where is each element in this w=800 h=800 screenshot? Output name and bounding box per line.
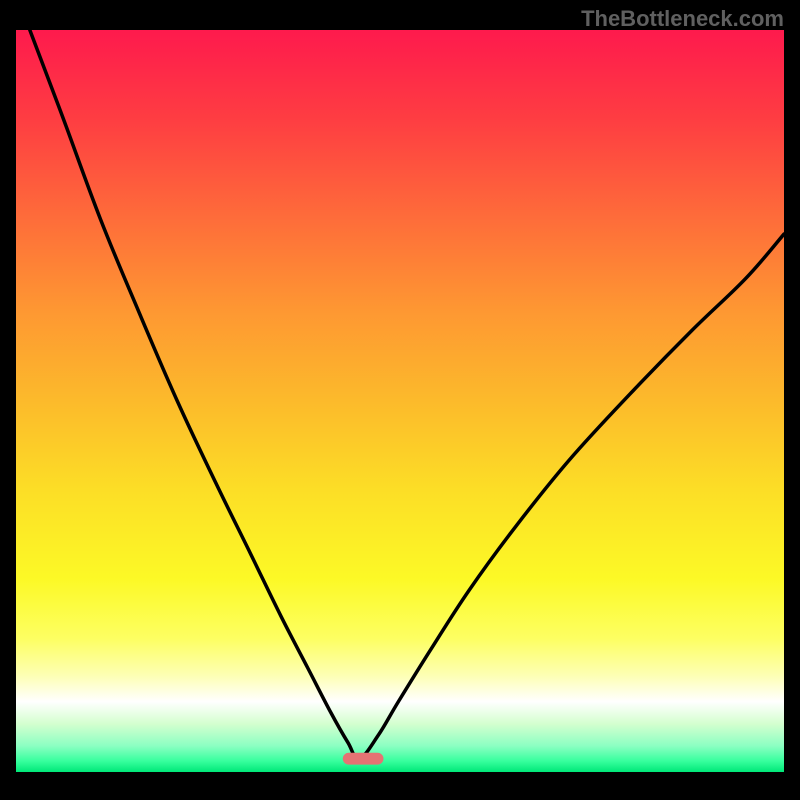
- chart-root: TheBottleneck.com: [0, 0, 800, 800]
- optimal-marker: [343, 753, 384, 765]
- bottleneck-chart: [0, 0, 800, 800]
- gradient-background: [16, 30, 784, 772]
